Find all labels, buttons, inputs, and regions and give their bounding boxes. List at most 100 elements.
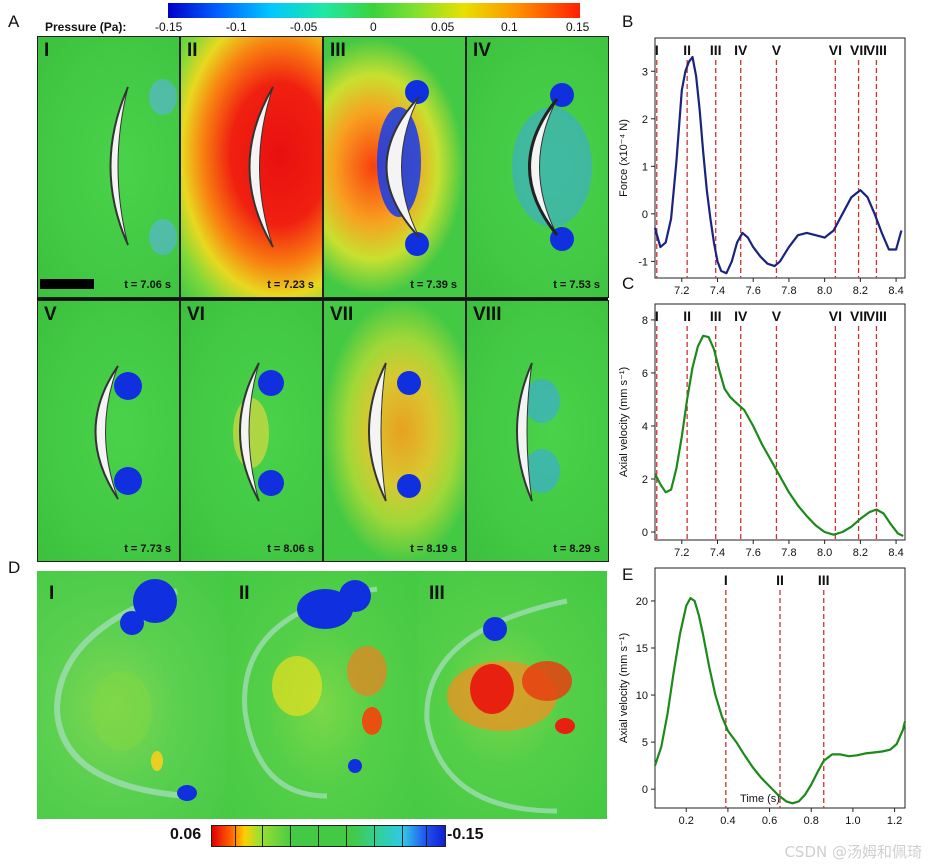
watermark: CSDN @汤姆和佩琦 <box>784 843 922 861</box>
x-tick-label: 0.8 <box>804 815 819 827</box>
bottom-colorbar-gradient <box>211 825 446 847</box>
x-tick-label: 7.2 <box>674 285 689 297</box>
y-axis-label: Axial velocity (mm s⁻¹) <box>618 367 630 477</box>
x-tick-label: 7.4 <box>710 285 725 297</box>
pressure-tick-6: 0.15 <box>566 20 590 34</box>
marker-label: II <box>683 42 691 58</box>
marker-label: V <box>772 308 782 324</box>
d-image-2 <box>242 580 387 799</box>
marker-label: VI <box>829 42 842 58</box>
plot-frame <box>654 37 906 279</box>
d-image-1 <box>53 579 197 801</box>
pressure-tick-1: -0.1 <box>226 20 247 34</box>
tile-time-5: t = 7.73 s <box>124 543 171 555</box>
scale-bar <box>40 279 94 289</box>
y-tick-label: 6 <box>642 368 648 380</box>
series-line <box>653 55 903 275</box>
x-tick-label: 8.2 <box>853 547 868 559</box>
d-panel-3: III <box>417 571 607 819</box>
pressure-tick-4: 0.05 <box>431 20 455 34</box>
y-tick-label: 20 <box>636 596 648 608</box>
tile-label-2: II <box>187 40 198 61</box>
pressure-tick-3: 0 <box>370 20 377 34</box>
x-tick-label: 7.2 <box>674 547 689 559</box>
y-tick-label: 15 <box>636 643 648 655</box>
d-panel-1: I <box>37 571 227 819</box>
tile-label-7: VII <box>330 304 354 325</box>
plot-frame <box>654 303 906 541</box>
marker-label: I <box>655 308 659 324</box>
y-tick-label: 0 <box>642 784 648 796</box>
panel-a-grid: I t = 7.06 s II t = 7.23 s III t = 7.39 … <box>37 36 609 562</box>
tile-7: VII t = 8.19 s <box>323 300 466 562</box>
tile-6: VI t = 8.06 s <box>180 300 323 562</box>
marker-label: VII <box>850 42 867 58</box>
tile-time-7: t = 8.19 s <box>410 543 457 555</box>
x-tick-label: 7.4 <box>710 547 725 559</box>
x-tick-label: 7.6 <box>746 547 761 559</box>
panel-letter-a: A <box>8 12 20 31</box>
pressure-tick-0: -0.15 <box>155 20 183 34</box>
x-tick-label: 8.0 <box>817 547 832 559</box>
tile-time-8: t = 8.29 s <box>553 543 600 555</box>
y-tick-label: 3 <box>642 66 648 78</box>
jellyfish-bell-6 <box>233 362 284 502</box>
bottom-colorbar-right-label: -0.15 <box>447 826 484 843</box>
tile-time-2: t = 7.23 s <box>267 279 314 291</box>
d-panel-2: II <box>227 571 417 819</box>
jellyfish-bell-8 <box>516 362 560 502</box>
tile-time-3: t = 7.39 s <box>410 279 457 291</box>
x-tick-label: 7.8 <box>781 285 796 297</box>
y-axis-label: Axial velocity (mm s⁻¹) <box>618 633 630 743</box>
marker-label: III <box>710 308 722 324</box>
chart-b: 7.2 7.4 7.6 7.8 8.0 8.2 8.4 -1 0 1 2 3 Force (x10⁻⁴ … <box>618 37 906 297</box>
marker-label: VIII <box>866 42 887 58</box>
x-tick-label: 1.0 <box>845 815 860 827</box>
tile-time-1: t = 7.06 s <box>124 279 171 291</box>
tile-label-6: VI <box>187 304 205 325</box>
x-tick-label: 8.4 <box>888 547 903 559</box>
marker-label: VI <box>829 308 842 324</box>
tile-1: I t = 7.06 s <box>37 36 180 298</box>
marker-label: IV <box>734 308 748 324</box>
tile-label-3: III <box>330 40 346 61</box>
d-image-3 <box>424 598 575 814</box>
tile-8: VIII t = 8.29 s <box>466 300 609 562</box>
marker-label: II <box>683 308 691 324</box>
y-tick-label: 2 <box>642 474 648 486</box>
tile-label-1: I <box>44 40 50 61</box>
plot-frame <box>654 567 906 809</box>
tile-time-4: t = 7.53 s <box>553 279 600 291</box>
x-tick-label: 0.4 <box>720 815 735 827</box>
pressure-tick-2: -0.05 <box>290 20 318 34</box>
chart-e: 0.2 0.4 0.6 0.8 1.0 1.2 0 5 10 15 20 Axial velocity… <box>618 567 907 827</box>
y-tick-label: 0 <box>642 527 648 539</box>
x-axis-label: Time (s) <box>740 793 780 805</box>
jellyfish-bell-3 <box>377 80 429 256</box>
x-tick-label: 7.8 <box>781 547 796 559</box>
bottom-colorbar-left-label: 0.06 <box>170 826 202 843</box>
pressure-tick-5: 0.1 <box>501 20 518 34</box>
tile-2: II t = 7.23 s <box>180 36 323 298</box>
x-tick-label: 8.0 <box>817 285 832 297</box>
tile-3: III t = 7.39 s <box>323 36 466 298</box>
chart-c: 7.2 7.4 7.6 7.8 8.0 8.2 8.4 0 2 4 6 8 Axial velocity… <box>618 303 906 559</box>
marker-label: I <box>724 572 728 588</box>
pressure-gradient <box>168 3 580 18</box>
tile-label-8: VIII <box>473 304 502 325</box>
bottom-colorbar: 0.06 -0.15 <box>165 823 495 849</box>
tile-5: V t = 7.73 s <box>37 300 180 562</box>
marker-label: III <box>818 572 830 588</box>
marker-label: VIII <box>866 308 887 324</box>
jellyfish-bell-1 <box>109 79 177 255</box>
marker-label: V <box>772 42 782 58</box>
jellyfish-bell-2 <box>248 86 274 248</box>
y-tick-label: 4 <box>642 421 648 433</box>
y-tick-label: 1 <box>642 161 648 173</box>
y-tick-label: 5 <box>642 737 648 749</box>
tile-label-4: IV <box>473 40 491 61</box>
jellyfish-bell-4 <box>512 83 592 251</box>
x-tick-label: 7.6 <box>746 285 761 297</box>
x-tick-label: 0.6 <box>762 815 777 827</box>
series-line <box>654 334 904 537</box>
